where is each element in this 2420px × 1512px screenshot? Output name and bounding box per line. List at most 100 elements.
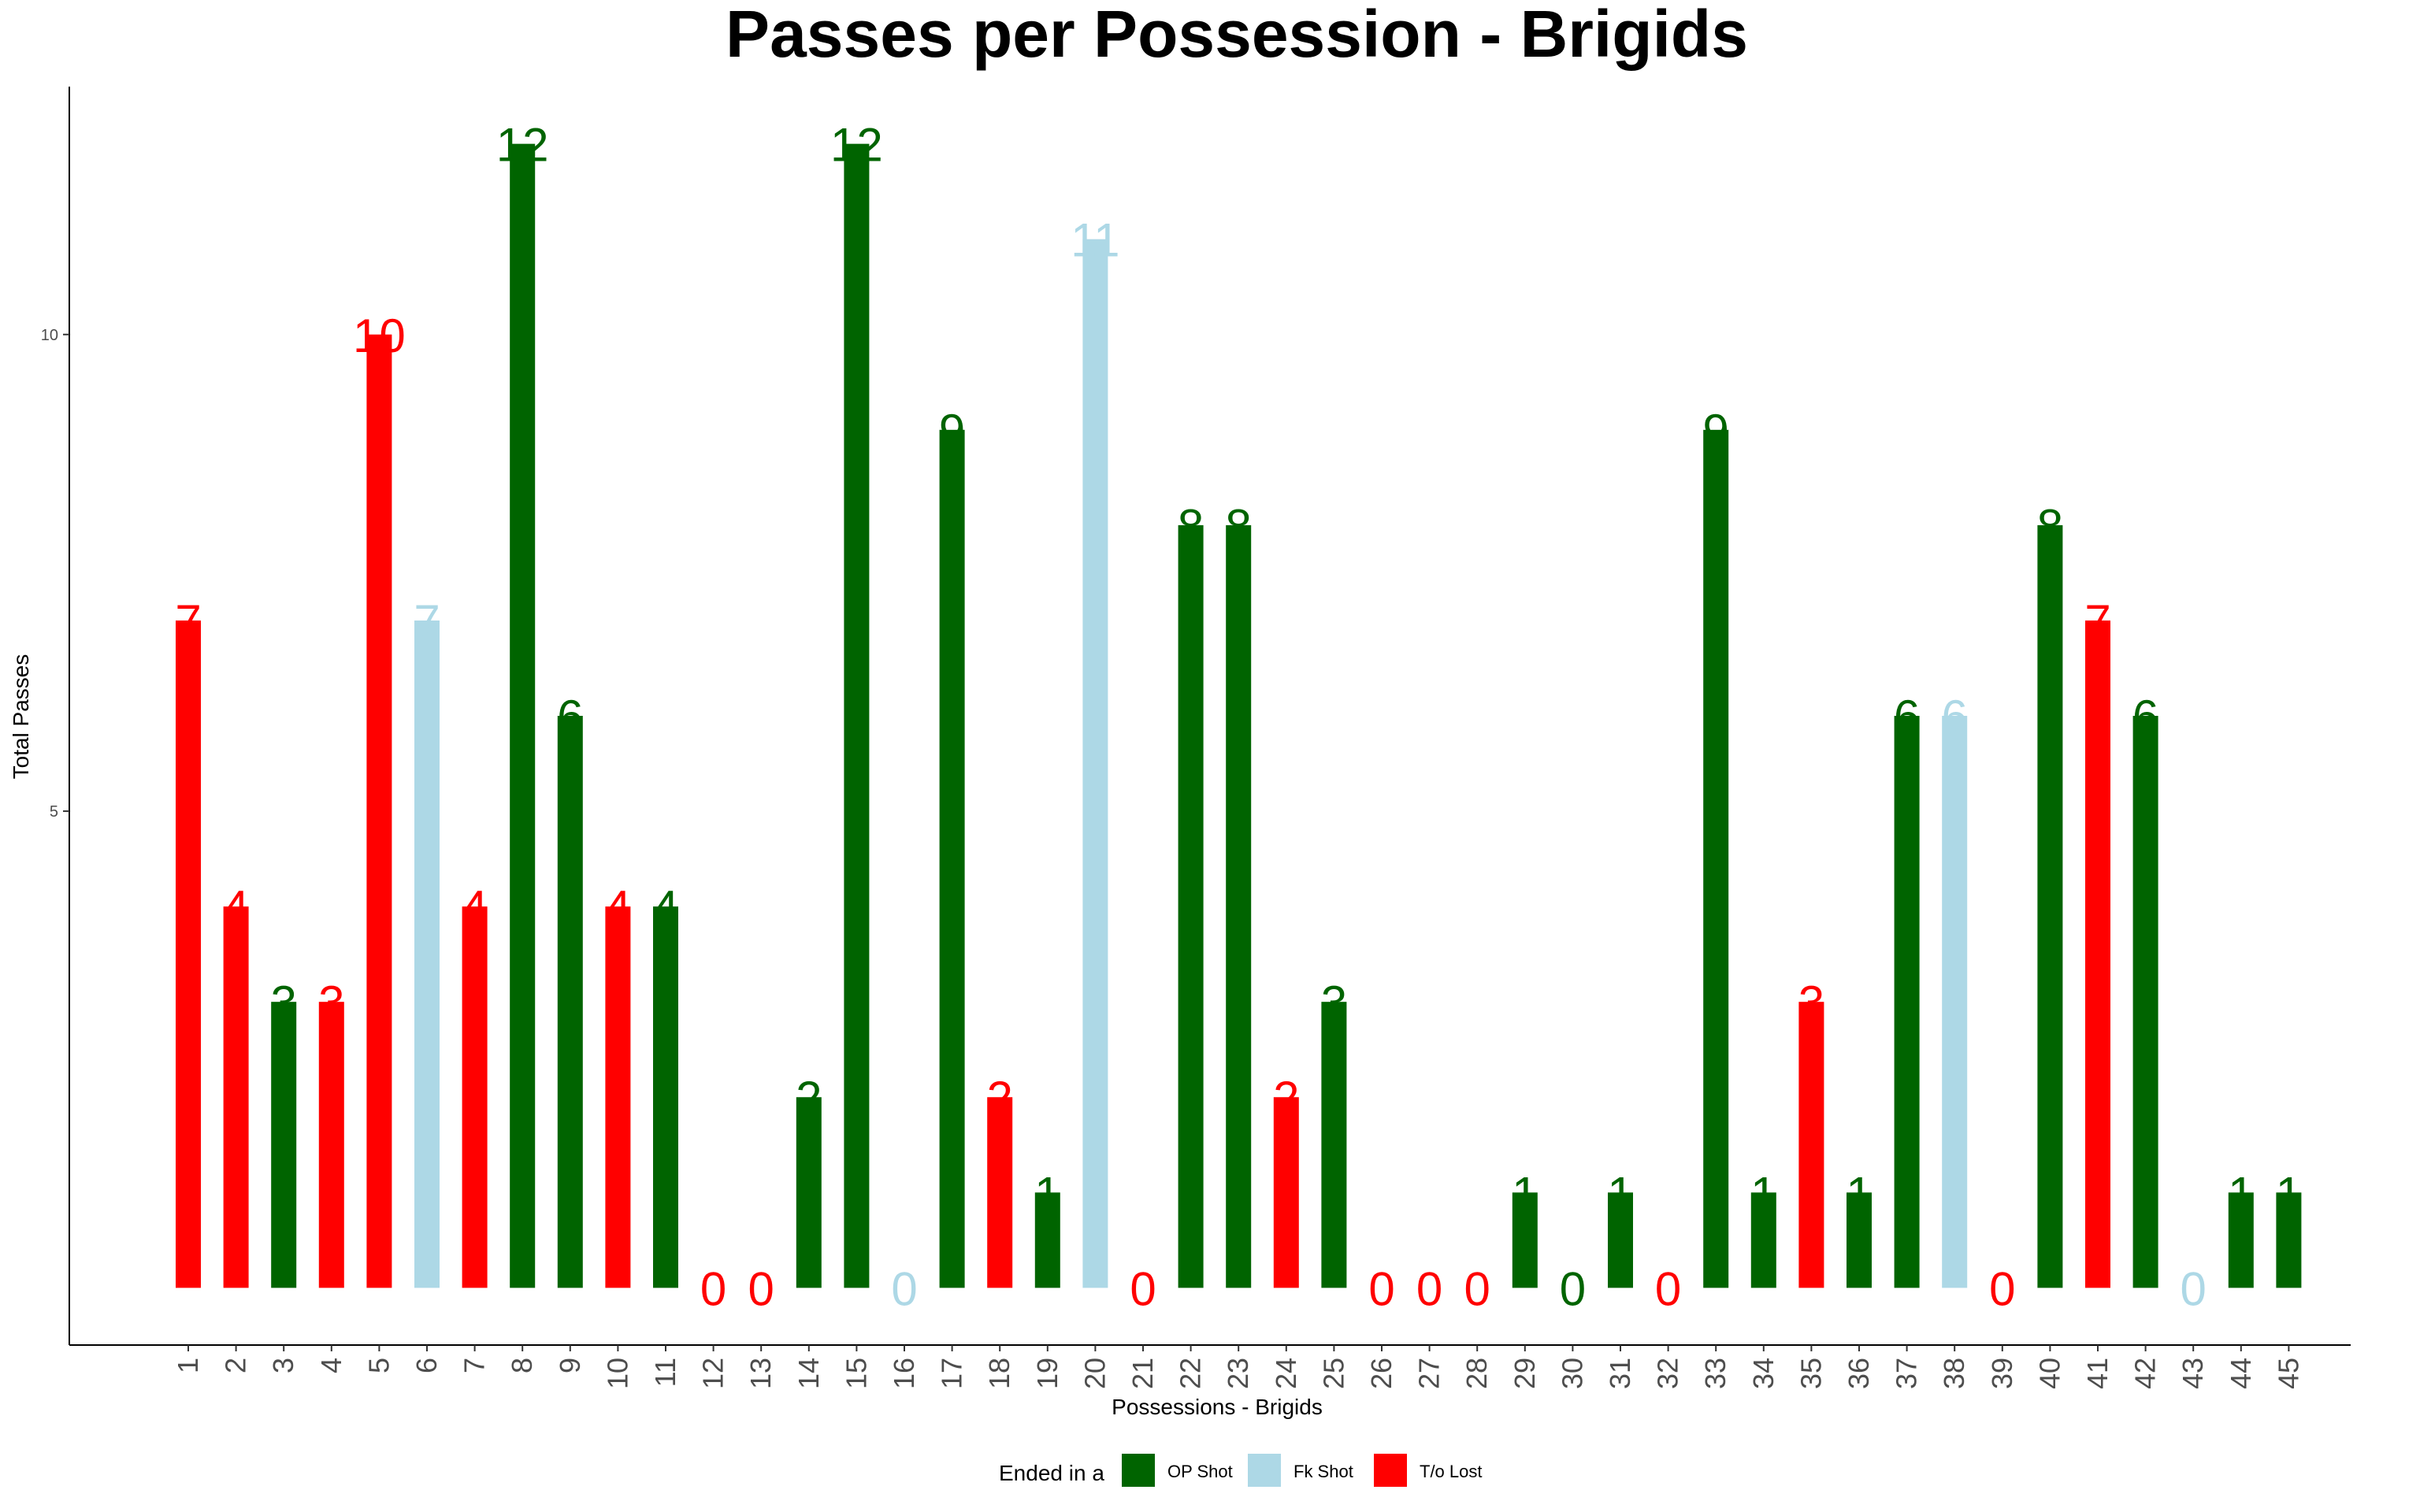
data-label: 3 bbox=[1321, 976, 1347, 1029]
bar bbox=[796, 1097, 822, 1288]
x-tick-label: 3 bbox=[267, 1358, 299, 1373]
bar bbox=[653, 906, 678, 1288]
x-tick-label: 30 bbox=[1556, 1358, 1588, 1389]
x-tick-label: 22 bbox=[1175, 1358, 1207, 1389]
bar bbox=[271, 1002, 297, 1288]
x-tick-label: 11 bbox=[649, 1358, 681, 1387]
data-label: 0 bbox=[1416, 1262, 1442, 1315]
data-label: 3 bbox=[271, 976, 297, 1029]
bar bbox=[2132, 716, 2158, 1288]
x-tick-label: 43 bbox=[2177, 1358, 2209, 1389]
bar bbox=[318, 1002, 344, 1288]
bar bbox=[2276, 1192, 2302, 1288]
data-label: 10 bbox=[353, 309, 406, 362]
x-tick-label: 23 bbox=[1222, 1358, 1254, 1389]
x-tick-label: 26 bbox=[1365, 1358, 1397, 1389]
legend-title: Ended in a bbox=[999, 1461, 1104, 1485]
data-label: 8 bbox=[1178, 500, 1204, 553]
bar bbox=[605, 906, 631, 1288]
x-tick-label: 6 bbox=[410, 1358, 443, 1373]
y-tick-label: 5 bbox=[50, 803, 58, 821]
x-tick-label: 36 bbox=[1843, 1358, 1875, 1389]
legend-label: Fk Shot bbox=[1294, 1462, 1353, 1481]
bar bbox=[1082, 239, 1108, 1288]
bar bbox=[1178, 524, 1204, 1288]
x-axis-label: Possessions - Brigids bbox=[1112, 1395, 1323, 1419]
data-label: 0 bbox=[1368, 1262, 1394, 1315]
legend-swatch bbox=[1248, 1454, 1281, 1487]
x-tick-label: 2 bbox=[220, 1358, 252, 1373]
data-label: 1 bbox=[1846, 1167, 1872, 1220]
bar bbox=[1226, 524, 1252, 1288]
x-tick-label: 27 bbox=[1413, 1358, 1446, 1389]
bar bbox=[1703, 429, 1729, 1288]
legend-items: OP Shot Fk Shot T/o Lost bbox=[1122, 1454, 1482, 1487]
legend-swatch bbox=[1122, 1454, 1155, 1487]
bar bbox=[1321, 1002, 1347, 1288]
bar bbox=[1894, 716, 1920, 1288]
x-tick-label: 16 bbox=[888, 1358, 920, 1389]
x-tick-label: 8 bbox=[506, 1358, 538, 1373]
bar bbox=[939, 429, 965, 1288]
x-tick-label: 40 bbox=[2033, 1358, 2066, 1389]
y-ticks: 5 10 bbox=[41, 327, 69, 821]
x-tick-label: 19 bbox=[1031, 1358, 1063, 1389]
data-label: 1 bbox=[2228, 1167, 2254, 1220]
bar bbox=[2228, 1192, 2254, 1288]
x-tick-label: 4 bbox=[315, 1358, 347, 1373]
legend-label: T/o Lost bbox=[1420, 1462, 1482, 1481]
data-label: 6 bbox=[1894, 691, 1920, 743]
x-tick-label: 31 bbox=[1604, 1358, 1636, 1389]
x-tick-label: 32 bbox=[1652, 1358, 1684, 1389]
bar bbox=[2085, 620, 2110, 1288]
x-tick-label: 18 bbox=[983, 1358, 1015, 1389]
data-label: 9 bbox=[1703, 405, 1729, 458]
data-label: 8 bbox=[1226, 500, 1252, 553]
data-label: 1 bbox=[2276, 1167, 2302, 1220]
data-label: 0 bbox=[1130, 1262, 1156, 1315]
legend: Ended in a OP Shot Fk Shot T/o Lost bbox=[999, 1454, 1482, 1487]
x-tick-label: 45 bbox=[2272, 1358, 2304, 1389]
x-tick-label: 37 bbox=[1891, 1358, 1923, 1389]
bar bbox=[1512, 1192, 1538, 1288]
x-tick-label: 39 bbox=[1986, 1358, 2018, 1389]
data-label: 0 bbox=[1464, 1262, 1490, 1315]
data-label: 2 bbox=[796, 1072, 822, 1125]
x-tick-label: 7 bbox=[458, 1358, 491, 1373]
x-tick-label: 5 bbox=[362, 1358, 395, 1373]
data-label: 0 bbox=[700, 1262, 726, 1315]
x-tick-label: 41 bbox=[2081, 1358, 2114, 1389]
data-label: 0 bbox=[1655, 1262, 1681, 1315]
data-label: 11 bbox=[1071, 214, 1119, 267]
data-label: 3 bbox=[318, 976, 344, 1029]
x-tick-label: 10 bbox=[601, 1358, 633, 1389]
data-label: 8 bbox=[2037, 500, 2063, 553]
x-tick-label: 29 bbox=[1509, 1358, 1541, 1389]
bar bbox=[1847, 1192, 1872, 1288]
bar bbox=[2037, 524, 2063, 1288]
y-axis-label: Total Passes bbox=[9, 654, 33, 780]
data-label: 4 bbox=[223, 881, 249, 934]
x-tick-label: 28 bbox=[1461, 1358, 1493, 1389]
x-tick-label: 21 bbox=[1126, 1358, 1159, 1389]
bar bbox=[366, 334, 392, 1288]
data-label: 4 bbox=[605, 881, 631, 934]
data-label: 6 bbox=[557, 691, 583, 743]
x-tick-label: 20 bbox=[1078, 1358, 1111, 1389]
bar bbox=[176, 620, 201, 1288]
bar bbox=[844, 143, 870, 1288]
data-label: 12 bbox=[496, 119, 549, 172]
bar bbox=[223, 906, 249, 1288]
x-tick-label: 9 bbox=[554, 1358, 586, 1373]
data-label: 3 bbox=[1798, 976, 1824, 1029]
data-label: 1 bbox=[1512, 1167, 1538, 1220]
data-label: 1 bbox=[1034, 1167, 1060, 1220]
data-label: 0 bbox=[1560, 1262, 1586, 1315]
x-tick-label: 24 bbox=[1270, 1358, 1302, 1389]
data-label: 7 bbox=[414, 595, 440, 648]
data-label: 12 bbox=[830, 119, 883, 172]
bar bbox=[462, 906, 488, 1288]
x-ticks: 1 2 3 4 5 6 7 8 9 10 11 12 13 14 15 16 17 18 19 20 21 22 23 24 2… bbox=[172, 1345, 2304, 1389]
